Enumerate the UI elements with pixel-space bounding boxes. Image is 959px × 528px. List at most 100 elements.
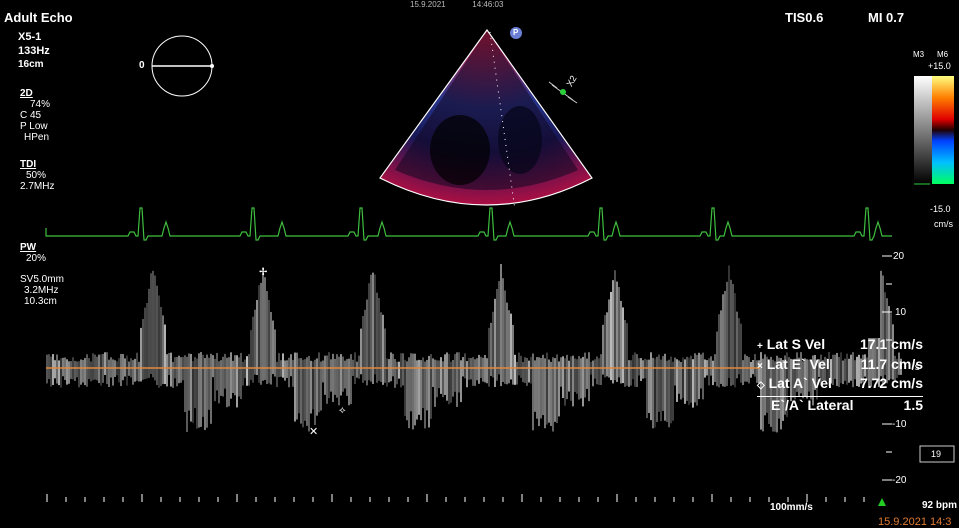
spectral-column xyxy=(58,360,60,385)
scale-tick-10: 10 xyxy=(895,307,906,318)
spectral-column xyxy=(244,360,246,379)
spectral-column xyxy=(146,303,148,379)
measurement-label: Lat S Vel xyxy=(767,336,825,353)
spectral-column xyxy=(602,325,604,375)
spectral-column xyxy=(370,275,372,382)
spectral-column xyxy=(86,354,88,386)
spectral-column xyxy=(672,362,674,421)
spectral-column xyxy=(210,354,212,424)
spectral-column xyxy=(468,358,470,380)
spectral-column xyxy=(278,353,280,377)
spectral-column xyxy=(252,317,254,383)
spectral-column xyxy=(642,360,644,378)
spectral-column xyxy=(364,310,366,381)
measurement-marker-icon: + xyxy=(757,339,763,356)
spectral-column xyxy=(358,356,360,379)
spectral-column xyxy=(274,329,276,376)
spectral-column xyxy=(514,355,516,385)
spectral-column xyxy=(562,356,564,398)
spectral-column xyxy=(616,282,618,382)
cursor-s-vel[interactable]: ✢ xyxy=(259,267,267,278)
spectral-column xyxy=(262,268,264,381)
spectral-column xyxy=(506,303,508,385)
spectral-column xyxy=(504,290,506,383)
spectral-column xyxy=(622,307,624,383)
spectral-column xyxy=(260,283,262,385)
spectral-column xyxy=(132,360,134,385)
spectral-column xyxy=(324,356,326,395)
spectral-column xyxy=(532,353,534,430)
spectral-column xyxy=(754,354,756,377)
scale-tick-minus20: -20 xyxy=(892,475,906,486)
spectral-column xyxy=(52,354,54,385)
spectral-column xyxy=(290,354,292,376)
spectral-column xyxy=(422,357,424,408)
spectral-column xyxy=(390,352,392,381)
spectral-column xyxy=(474,359,476,386)
spectral-column xyxy=(266,291,268,384)
spectral-column xyxy=(596,357,598,385)
spectral-column xyxy=(276,362,278,387)
measurement-results: + Lat S Vel 17.1 cm/s × Lat E` Vel 11.7 … xyxy=(757,336,923,413)
spectral-column xyxy=(686,357,688,401)
spectral-column xyxy=(56,354,58,383)
spectral-column xyxy=(666,361,668,422)
spectral-column xyxy=(242,362,244,386)
cursor-a-vel[interactable]: ⟡ xyxy=(339,405,346,416)
spectral-column xyxy=(620,301,622,384)
spectral-column xyxy=(164,325,166,385)
spectral-column xyxy=(482,358,484,382)
time-axis-ticks xyxy=(47,494,864,502)
spectral-column xyxy=(636,354,638,387)
measurement-row: × Lat E` Vel 11.7 cm/s xyxy=(757,356,923,376)
spectral-column xyxy=(594,359,596,378)
spectral-column xyxy=(416,360,418,419)
spectral-column xyxy=(356,362,358,378)
spectral-column xyxy=(690,356,692,403)
spectral-column xyxy=(566,355,568,399)
spectral-column xyxy=(722,294,724,386)
spectral-column xyxy=(698,353,700,399)
spectral-column xyxy=(178,356,180,384)
spectral-column xyxy=(60,358,62,387)
spectral-column xyxy=(314,360,316,425)
spectral-column xyxy=(216,353,218,390)
spectral-column xyxy=(726,282,728,386)
spectral-column xyxy=(184,355,186,412)
spectral-column xyxy=(696,355,698,406)
spectral-column xyxy=(634,352,636,386)
spectral-column xyxy=(396,362,398,385)
spectral-column xyxy=(288,358,290,388)
scale-tick-20: 20 xyxy=(893,251,904,262)
spectral-column xyxy=(578,356,580,400)
spectral-column xyxy=(586,359,588,389)
spectral-column xyxy=(180,357,182,383)
spectral-column xyxy=(486,358,488,383)
spectral-column xyxy=(94,355,96,380)
measurement-marker-icon: × xyxy=(757,359,763,376)
spectral-column xyxy=(548,360,550,423)
spectral-column xyxy=(674,358,676,386)
spectral-column xyxy=(718,314,720,387)
spectral-column xyxy=(392,354,394,377)
spectral-column xyxy=(272,321,274,374)
spectral-column xyxy=(632,355,634,379)
spectral-column xyxy=(108,360,110,387)
spectral-column xyxy=(232,361,234,393)
spectral-column xyxy=(742,360,744,385)
cursor-e-vel[interactable]: ✕ xyxy=(309,425,318,438)
spectral-column xyxy=(676,359,678,402)
spectral-column xyxy=(526,358,528,386)
spectral-column xyxy=(608,299,610,377)
spectral-column xyxy=(224,354,226,389)
spectral-column xyxy=(172,362,174,388)
spectral-column xyxy=(540,358,542,419)
spectral-column xyxy=(654,358,656,427)
spectral-column xyxy=(292,360,294,387)
spectral-column xyxy=(752,360,754,374)
spectral-column xyxy=(516,362,518,385)
spectral-column xyxy=(528,361,530,383)
spectral-column xyxy=(338,357,340,406)
spectral-column xyxy=(512,325,514,385)
